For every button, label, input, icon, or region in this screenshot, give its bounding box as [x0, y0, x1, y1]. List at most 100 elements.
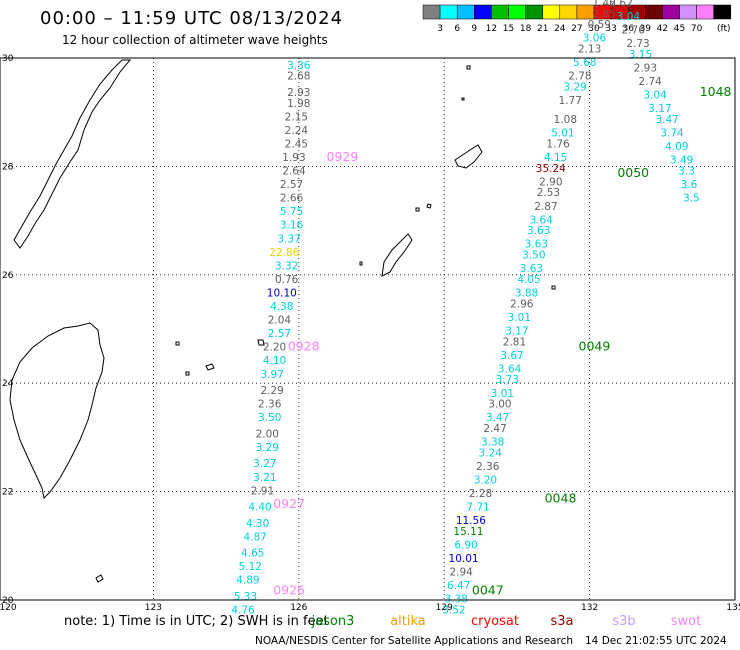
track-time-label: 0050: [617, 165, 649, 180]
wave-height-value: 4.65: [241, 548, 264, 560]
wave-height-values: 3.362.682.931.982.152.242.451.932.642.57…: [231, 0, 699, 617]
legend-label: 42: [657, 24, 668, 34]
footer-timestamp: 14 Dec 21:02:55 UTC 2024: [585, 635, 727, 647]
wave-height-value: 2.28: [469, 488, 492, 500]
legend-swatch: [713, 4, 732, 20]
map-subtitle: 12 hour collection of altimeter wave hei…: [62, 33, 328, 47]
legend-label: 27: [571, 24, 582, 34]
color-legend: 3 6 9 12 15 18 21 24 27 30 33 36 39 42 45 70 (ft): [422, 4, 732, 34]
legend-swatch: [679, 4, 697, 20]
wave-height-value: 3.24: [479, 447, 503, 459]
small-islands: [95, 65, 556, 583]
wave-height-value: 1.77: [559, 95, 582, 107]
wave-height-value: 6.90: [454, 540, 477, 552]
lat-tick-label: 20: [2, 596, 14, 606]
wave-height-value: 3.17: [648, 103, 671, 115]
wave-height-value: 2.62: [609, 0, 632, 10]
wave-height-value: 3.64: [498, 363, 522, 375]
wave-height-value: 2.57: [268, 328, 291, 340]
wave-height-value: 3.47: [655, 114, 678, 126]
wave-height-value: 3.04: [617, 11, 641, 23]
legend-label: 70: [691, 24, 703, 34]
wave-height-value: 5.75: [280, 206, 303, 218]
wave-height-value: 5.68: [573, 57, 596, 69]
wave-height-value: 7.71: [466, 502, 489, 514]
wave-height-value: 1.08: [554, 114, 577, 126]
wave-height-value: 10.10: [267, 287, 297, 299]
legend-label: 6: [454, 24, 460, 34]
wave-height-value: 1.98: [287, 98, 310, 110]
wave-height-value: 2.74: [638, 76, 662, 88]
wave-height-value: 3.01: [508, 312, 531, 324]
wave-height-value: 2.87: [534, 201, 557, 213]
legend-swatch: [456, 4, 475, 20]
satellite-label: jason3: [311, 614, 355, 629]
wave-height-value: 2.47: [483, 423, 506, 435]
legend-swatch: [542, 4, 561, 20]
wave-height-value: 3.04: [643, 90, 667, 102]
legend-label: 12: [486, 24, 497, 34]
wave-height-value: 4.15: [544, 152, 567, 164]
legend-label: 21: [537, 24, 548, 34]
satellite-label: cryosat: [471, 614, 519, 629]
wave-height-value: 3.50: [258, 412, 281, 424]
legend-swatch: [576, 4, 595, 20]
wave-height-value: 3.06: [583, 33, 607, 45]
wave-height-value: 15.11: [453, 526, 483, 538]
wave-height-value: 3.5: [683, 193, 700, 205]
track-time-label: 0048: [545, 490, 577, 505]
lon-tick-label: 126: [290, 603, 307, 613]
track-labels: 0926 0927 0928 0929 0047 0048 0049 0050 1048: [273, 84, 731, 598]
wave-height-value: 5.01: [551, 128, 574, 140]
wave-height-value: 4.30: [246, 518, 269, 530]
wave-height-value: 2.36: [258, 399, 282, 411]
wave-height-value: 1.93: [282, 152, 305, 164]
wave-height-value: 3.50: [522, 250, 545, 262]
japan-coast-fragments: [13, 59, 132, 249]
track-time-label: 0047: [472, 583, 504, 598]
wave-height-value: 10.01: [449, 553, 479, 565]
wave-height-value: 3.3: [678, 166, 695, 178]
satellite-label: swot: [671, 614, 701, 629]
wave-height-value: 2.00: [256, 428, 279, 440]
legend-swatch: [422, 4, 441, 20]
wave-height-value: 4.38: [270, 301, 293, 313]
wave-height-value: 3.21: [253, 472, 276, 484]
wave-height-value: 3.20: [474, 474, 497, 486]
wave-height-value: 2.93: [634, 63, 657, 75]
lat-tick-label: 26: [2, 271, 14, 281]
wave-height-value: 2.91: [251, 485, 274, 497]
wave-height-value: 3.01: [491, 388, 514, 400]
wave-height-value: 4.87: [243, 531, 266, 543]
wave-height-value: 2.68: [287, 71, 310, 83]
wave-height-value: 2.94: [449, 567, 473, 579]
wave-height-value: 3.97: [260, 369, 283, 381]
lat-tick-label: 30: [2, 54, 14, 64]
lon-tick-label: 132: [581, 603, 598, 613]
map-title: 00:00 – 11:59 UTC 08/13/2024: [40, 8, 344, 29]
lon-tick-label: 135: [726, 603, 740, 613]
wave-height-value: 3.67: [500, 350, 523, 362]
wave-height-value: 4.40: [248, 502, 271, 514]
wave-height-value: 2.85: [592, 8, 615, 20]
wave-height-value: 3.27: [253, 458, 276, 470]
wave-height-value: 3.63: [525, 239, 548, 251]
wave-height-value: 3.6: [681, 179, 698, 191]
wave-height-value: 3.37: [277, 233, 300, 245]
legend-swatch: [645, 4, 663, 20]
wave-height-value: 3.64: [529, 214, 553, 226]
wave-height-value: 2.20: [263, 342, 286, 354]
wave-height-value: 0.59: [588, 19, 611, 31]
legend-label: 36: [622, 24, 634, 34]
wave-height-value: 3.88: [515, 287, 538, 299]
legend-swatch: [439, 4, 458, 20]
lat-lon-grid: 120 123 126 129 132 135 30 28 26 24 22 20: [0, 54, 740, 613]
wave-height-value: 2.78: [568, 71, 591, 83]
wave-height-value: 11.56: [456, 515, 486, 527]
track-time-label: 0929: [327, 149, 359, 164]
wave-height-value: 2.90: [539, 176, 562, 188]
wave-height-value: 3.47: [486, 412, 509, 424]
satellite-legend: jason3 altika cryosat s3a s3b swot: [311, 614, 702, 629]
wave-height-value: 5.12: [239, 561, 262, 573]
lat-tick-label: 28: [2, 162, 14, 172]
